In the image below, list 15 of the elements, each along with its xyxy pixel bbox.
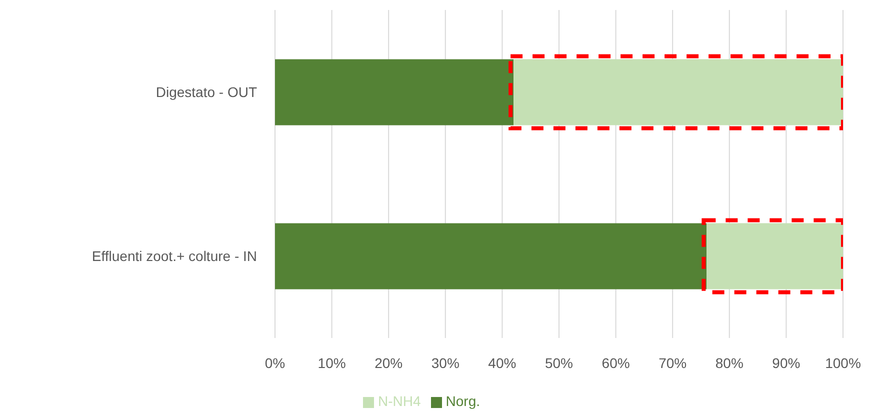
x-tick-label: 90% [772, 354, 800, 371]
x-tick-label: 20% [374, 354, 403, 371]
x-tick-label: 60% [602, 354, 630, 371]
x-tick-label: 30% [431, 354, 460, 371]
y-tick-label: Digestato - OUT [156, 84, 258, 100]
x-tick-label: 50% [544, 354, 574, 371]
x-tick-label: 0% [264, 354, 286, 371]
x-tick-label: 10% [318, 354, 346, 371]
x-tick-label: 80% [715, 354, 744, 371]
y-tick-label: Effluenti zoot.+ colture - IN [92, 248, 257, 264]
legend-label: N-NH4 [378, 393, 421, 409]
x-tick-label: 100% [825, 354, 861, 371]
x-tick-label: 40% [488, 354, 516, 371]
x-tick-label: 70% [658, 354, 687, 371]
legend-label: Norg. [446, 393, 480, 409]
